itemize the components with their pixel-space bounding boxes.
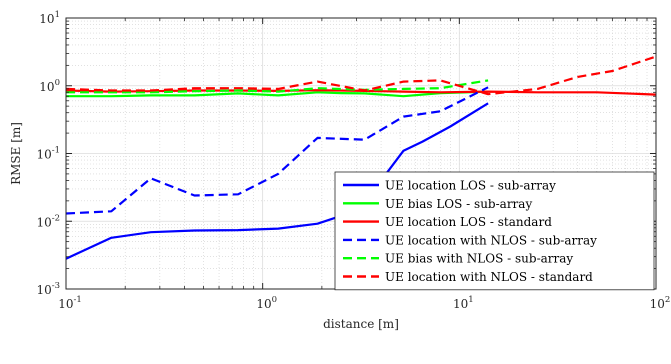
y-tick-labels: 10-3 10-2 10-1 100 101	[36, 10, 60, 297]
x-tick-label: 100	[256, 295, 277, 311]
legend-entry-label: UE bias LOS - sub-array	[385, 197, 532, 211]
series-line	[66, 86, 489, 215]
x-tick-label: 101	[453, 295, 474, 311]
legend-entry-label: UE location LOS - sub-array	[385, 179, 556, 193]
legend-entry-label: UE location with NLOS - standard	[385, 270, 593, 284]
legend: UE location LOS - sub-array UE bias LOS -…	[334, 171, 655, 291]
legend-box	[334, 171, 655, 291]
legend-entry-label: UE location with NLOS - sub-array	[385, 233, 597, 247]
x-tick-label: 10-1	[58, 295, 82, 311]
series-line	[66, 79, 489, 94]
series-line	[66, 90, 489, 98]
y-tick-label: 10-2	[36, 213, 60, 229]
axis-ticks	[65, 17, 657, 290]
y-tick-label: 101	[39, 10, 60, 26]
series-line	[66, 102, 489, 260]
y-axis-label: RMSE [m]	[9, 122, 23, 185]
y-tick-label: 10-1	[36, 146, 60, 162]
series-line	[66, 55, 656, 96]
x-axis-label: distance [m]	[323, 317, 399, 331]
y-tick-label: 10-3	[36, 281, 60, 297]
y-tick-label: 100	[39, 78, 60, 94]
x-tick-label: 102	[650, 295, 671, 311]
series-layer	[66, 55, 656, 260]
x-tick-labels: 10-1 100 101 102	[58, 295, 670, 311]
legend-entry-label: UE bias with NLOS - sub-array	[385, 252, 573, 266]
legend-entry-label: UE location LOS - standard	[385, 215, 552, 229]
